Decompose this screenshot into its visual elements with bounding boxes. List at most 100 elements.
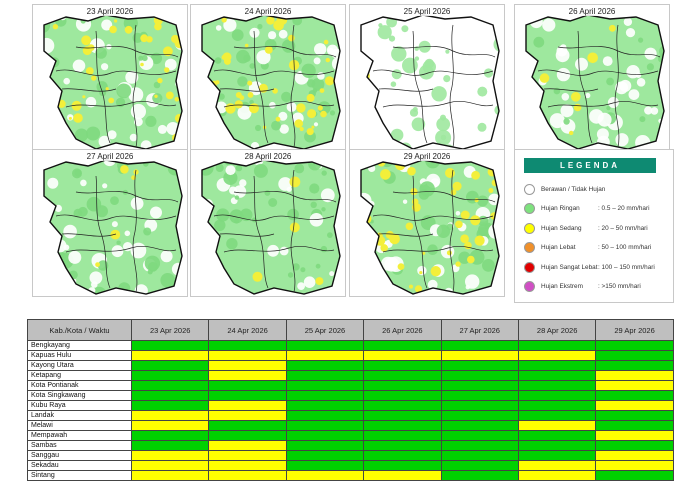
table-body: Bengkayang Kapuas Hulu Kayong Utara Ketapan… (27, 340, 674, 481)
table-row: Bengkayang (27, 340, 674, 351)
region-name: Bengkayang (27, 340, 132, 351)
table-header-date: 28 Apr 2026 (517, 319, 597, 341)
rain-category-cell (595, 400, 674, 411)
region-name: Melawi (27, 420, 132, 431)
rain-category-cell (363, 450, 442, 461)
forecast-map-panel: 29 April 2026 (349, 149, 505, 297)
legend-label: Hujan Ekstrem (541, 283, 583, 290)
legend-item: Hujan Lebat : 50 – 100 mm/hari (524, 241, 674, 255)
legend-color-swatch (524, 183, 535, 195)
rain-category-cell (208, 380, 287, 391)
rain-category-cell (285, 460, 365, 471)
legend-label: Hujan Sangat Lebat (541, 263, 598, 271)
region-name: Sambas (27, 440, 132, 451)
rain-category-cell (517, 460, 597, 471)
map-date-title: 26 April 2026 (515, 7, 669, 16)
legend-range: : 50 – 100 mm/hari (598, 244, 652, 251)
table-row: Melawi (27, 420, 674, 431)
rain-category-cell (440, 420, 519, 431)
rain-category-cell (130, 410, 210, 421)
region-name: Kapuas Hulu (27, 350, 132, 361)
table-header-date: 25 Apr 2026 (285, 319, 365, 341)
table-row: Kota Singkawang (27, 390, 674, 401)
table-header-date: 29 Apr 2026 (595, 319, 674, 341)
legend-label: Hujan Sedang (541, 224, 582, 232)
forecast-map-panel: 24 April 2026 (190, 4, 346, 152)
table-row: Kayong Utara (27, 360, 674, 371)
region-name: Mempawah (27, 430, 132, 441)
rain-category-cell (363, 470, 442, 481)
table-row: Sekadau (27, 460, 674, 471)
rain-category-cell (517, 410, 597, 421)
rain-category-cell (208, 470, 287, 481)
rain-category-cell (363, 420, 442, 431)
rain-category-cell (285, 470, 365, 481)
rain-category-cell (517, 400, 597, 411)
rain-category-cell (208, 370, 287, 381)
rain-category-cell (517, 440, 597, 451)
rain-category-cell (595, 370, 674, 381)
legend-label: Hujan Ringan (541, 205, 580, 212)
rain-category-cell (440, 470, 519, 481)
legend-title: LEGENDA (524, 158, 656, 173)
rain-category-cell (517, 380, 597, 391)
rain-category-cell (440, 390, 519, 401)
rain-category-cell (208, 440, 287, 451)
table-row: Kubu Raya (27, 400, 674, 411)
rain-category-cell (130, 450, 210, 461)
rain-category-cell (517, 430, 597, 441)
rainfall-map (360, 14, 500, 150)
rain-category-cell (130, 390, 210, 401)
rain-category-cell (595, 390, 674, 401)
table-header-date: 23 Apr 2026 (130, 319, 210, 341)
legend-item: Berawan / Tidak Hujan (524, 182, 674, 196)
rainfall-map (525, 14, 665, 150)
map-date-title: 24 April 2026 (191, 7, 345, 16)
rain-category-cell (130, 420, 210, 431)
rain-category-cell (130, 380, 210, 391)
rain-category-cell (440, 410, 519, 421)
map-date-title: 27 April 2026 (33, 152, 187, 161)
table-header-row: Kab./Kota / Waktu 23 Apr 2026 24 Apr 2026… (27, 319, 674, 341)
legend-label: Berawan / Tidak Hujan (541, 185, 606, 193)
rain-category-cell (595, 430, 674, 441)
rain-category-cell (208, 390, 287, 401)
rain-category-cell (285, 380, 365, 391)
region-name: Kubu Raya (27, 400, 132, 411)
legend-label: Hujan Lebat (541, 244, 576, 251)
rain-category-cell (363, 440, 442, 451)
rain-category-cell (595, 350, 674, 361)
rain-category-cell (130, 340, 210, 351)
rain-category-cell (208, 410, 287, 421)
rain-category-cell (208, 460, 287, 471)
region-name: Landak (27, 410, 132, 421)
rain-category-cell (285, 390, 365, 401)
legend-color-swatch (524, 261, 535, 273)
forecast-map-panel: 28 April 2026 (190, 149, 346, 297)
rain-category-cell (517, 360, 597, 371)
rain-category-cell (285, 430, 365, 441)
region-name: Kota Singkawang (27, 390, 132, 401)
rain-category-cell (440, 440, 519, 451)
rain-category-cell (208, 450, 287, 461)
rain-category-cell (440, 400, 519, 411)
rain-category-cell (130, 460, 210, 471)
rain-category-cell (208, 420, 287, 431)
legend-color-swatch (524, 242, 535, 253)
legend-range: : 20 – 50 mm/hari (598, 224, 648, 232)
rain-category-cell (595, 420, 674, 431)
rain-category-cell (130, 370, 210, 381)
rain-category-cell (517, 390, 597, 401)
region-name: Sanggau (27, 450, 132, 461)
rain-category-cell (595, 410, 674, 421)
rain-forecast-table: Kab./Kota / Waktu 23 Apr 2026 24 Apr 2026… (27, 319, 674, 481)
map-date-title: 29 April 2026 (350, 152, 504, 161)
table-header-date: 24 Apr 2026 (208, 319, 287, 341)
rain-category-cell (363, 400, 442, 411)
legend-range: : >150 mm/hari (598, 283, 641, 290)
rain-category-cell (130, 350, 210, 361)
table-row: Kota Pontianak (27, 380, 674, 391)
rain-category-cell (595, 440, 674, 451)
rain-category-cell (285, 440, 365, 451)
legend-color-swatch (524, 203, 535, 214)
